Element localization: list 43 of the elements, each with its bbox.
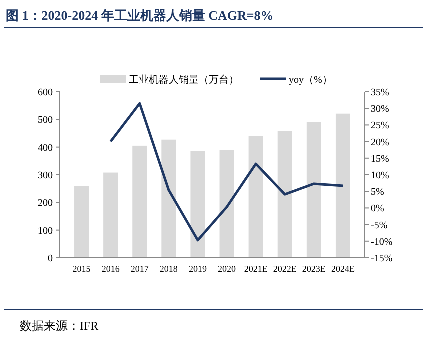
x-tick-label: 2021E [244, 264, 268, 274]
y2-tick-label: 35% [371, 88, 390, 98]
legend-label: 工业机器人销量（万台） [129, 74, 239, 86]
y2-tick-label: -10% [371, 236, 393, 248]
bar [74, 186, 90, 258]
y-tick-label: 300 [38, 170, 53, 182]
x-tick-label: 2023E [302, 264, 326, 274]
x-tick-label: 2018 [160, 264, 178, 274]
bar [132, 146, 148, 258]
y2-tick-label: 10% [371, 170, 390, 182]
chart-title: 图 1：2020-2024 年工业机器人销量 CAGR=8% [6, 8, 274, 23]
y2-tick-label: 25% [371, 120, 390, 132]
bar [162, 140, 176, 258]
legend-label: yoy（%） [289, 75, 332, 86]
x-tick-label: 2015 [72, 264, 92, 274]
y2-tick-label: 15% [371, 154, 390, 165]
y2-tick-label: -5% [371, 220, 388, 232]
y-tick-label: 200 [38, 198, 53, 210]
bar [336, 114, 350, 258]
y-tick-label: 0 [48, 254, 53, 264]
bar [278, 131, 292, 258]
x-tick-label: 2022E [273, 264, 298, 274]
y-tick-label: 500 [38, 115, 53, 126]
bar [248, 136, 264, 258]
line-series [110, 102, 344, 242]
bar [306, 122, 322, 258]
y2-tick-label: 5% [371, 187, 384, 198]
x-tick-label: 2016 [102, 264, 120, 274]
y2-tick-label: 30% [371, 104, 390, 116]
y2-tick-label: 0% [371, 204, 384, 215]
x-tick-label: 2020 [218, 264, 237, 274]
x-tick-label: 2017 [130, 264, 150, 274]
y2-tick-label: 20% [371, 137, 390, 148]
bar [104, 172, 118, 258]
source-note: 数据来源：IFR [20, 319, 99, 333]
x-tick-label: 2024E [331, 264, 356, 274]
y-tick-label: 600 [38, 88, 53, 98]
y-tick-label: 100 [38, 226, 53, 237]
x-tick-label: 2019 [188, 264, 208, 274]
bar [220, 150, 234, 258]
y2-tick-label: -15% [371, 254, 393, 264]
bar [190, 151, 206, 258]
y-tick-label: 400 [38, 142, 53, 154]
